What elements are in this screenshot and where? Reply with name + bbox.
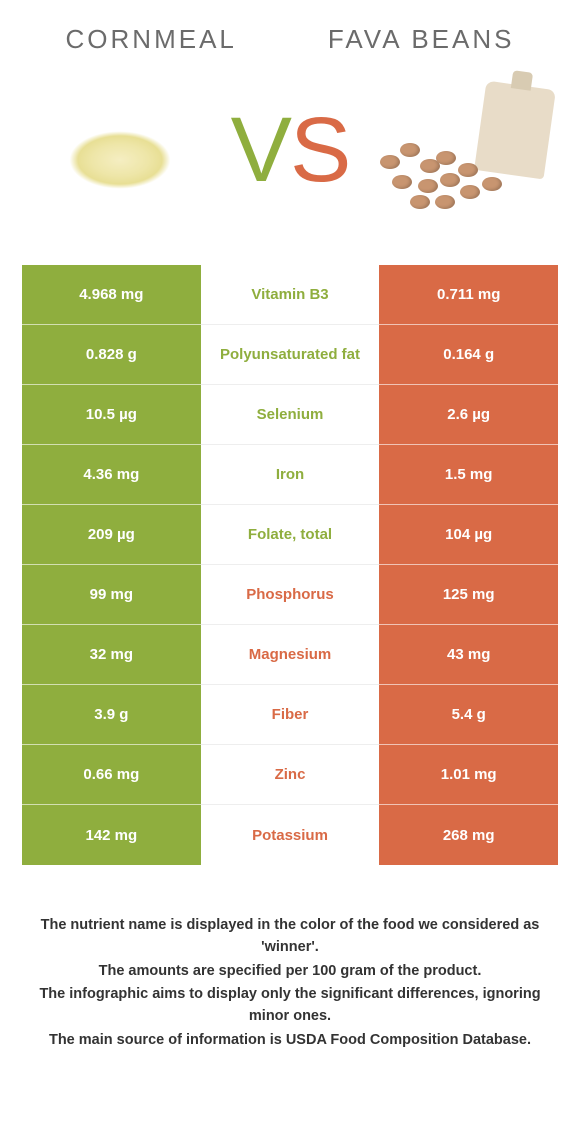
table-row: 3.9 gFiber5.4 g <box>22 685 558 745</box>
right-value: 43 mg <box>379 625 558 685</box>
left-value: 4.36 mg <box>22 445 201 505</box>
left-value: 4.968 mg <box>22 265 201 325</box>
right-value: 0.711 mg <box>379 265 558 325</box>
table-row: 4.36 mgIron1.5 mg <box>22 445 558 505</box>
footer-line: The main source of information is USDA F… <box>36 1030 544 1052</box>
header: Cornmeal Fava beans <box>0 0 580 55</box>
nutrient-label: Polyunsaturated fat <box>201 325 380 385</box>
right-value: 1.5 mg <box>379 445 558 505</box>
right-value: 268 mg <box>379 805 558 865</box>
left-value: 209 µg <box>22 505 201 565</box>
footer-line: The nutrient name is displayed in the co… <box>36 915 544 959</box>
right-value: 125 mg <box>379 565 558 625</box>
right-value: 2.6 µg <box>379 385 558 445</box>
vs-s: S <box>290 99 349 201</box>
cornmeal-image <box>30 80 210 220</box>
table-row: 10.5 µgSelenium2.6 µg <box>22 385 558 445</box>
fava-beans-image <box>370 80 550 220</box>
right-value: 5.4 g <box>379 685 558 745</box>
table-row: 4.968 mgVitamin B30.711 mg <box>22 265 558 325</box>
left-value: 3.9 g <box>22 685 201 745</box>
nutrient-label: Iron <box>201 445 380 505</box>
comparison-table: 4.968 mgVitamin B30.711 mg0.828 gPolyuns… <box>22 265 558 865</box>
left-value: 10.5 µg <box>22 385 201 445</box>
table-row: 0.66 mgZinc1.01 mg <box>22 745 558 805</box>
title-left: Cornmeal <box>66 24 237 55</box>
vs-v: V <box>231 99 290 201</box>
hero: VS <box>0 55 580 265</box>
footer-line: The amounts are specified per 100 gram o… <box>36 961 544 983</box>
nutrient-label: Vitamin B3 <box>201 265 380 325</box>
left-value: 32 mg <box>22 625 201 685</box>
table-row: 0.828 gPolyunsaturated fat0.164 g <box>22 325 558 385</box>
right-value: 104 µg <box>379 505 558 565</box>
right-value: 0.164 g <box>379 325 558 385</box>
nutrient-label: Phosphorus <box>201 565 380 625</box>
nutrient-label: Selenium <box>201 385 380 445</box>
left-value: 142 mg <box>22 805 201 865</box>
nutrient-label: Magnesium <box>201 625 380 685</box>
left-value: 0.828 g <box>22 325 201 385</box>
table-row: 142 mgPotassium268 mg <box>22 805 558 865</box>
nutrient-label: Folate, total <box>201 505 380 565</box>
left-value: 99 mg <box>22 565 201 625</box>
footer-line: The infographic aims to display only the… <box>36 984 544 1028</box>
nutrient-label: Potassium <box>201 805 380 865</box>
table-row: 99 mgPhosphorus125 mg <box>22 565 558 625</box>
table-row: 209 µgFolate, total104 µg <box>22 505 558 565</box>
nutrient-label: Zinc <box>201 745 380 805</box>
left-value: 0.66 mg <box>22 745 201 805</box>
vs-label: VS <box>231 98 350 203</box>
footer-notes: The nutrient name is displayed in the co… <box>36 915 544 1052</box>
table-row: 32 mgMagnesium43 mg <box>22 625 558 685</box>
title-right: Fava beans <box>328 24 515 55</box>
right-value: 1.01 mg <box>379 745 558 805</box>
nutrient-label: Fiber <box>201 685 380 745</box>
